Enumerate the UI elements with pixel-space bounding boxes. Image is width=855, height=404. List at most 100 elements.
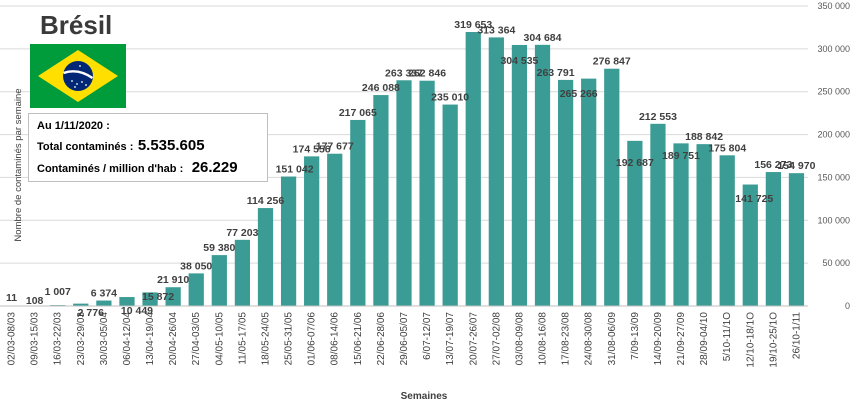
data-label: 304 684 xyxy=(524,32,562,44)
y-tick-label: 100 000 xyxy=(817,215,850,225)
x-tick-label: 19/10-25/1O xyxy=(768,312,779,368)
bar xyxy=(234,239,251,306)
bar xyxy=(119,297,135,306)
data-label: 1 007 xyxy=(45,286,71,298)
data-label: 304 535 xyxy=(500,55,538,67)
y-tick-label: 250 000 xyxy=(817,87,850,97)
data-label: 246 088 xyxy=(362,82,400,94)
bar xyxy=(581,78,597,306)
bar xyxy=(165,287,181,306)
y-tick-label: 150 000 xyxy=(817,172,850,182)
x-tick-label: 20/07-26/07 xyxy=(468,312,479,366)
bar xyxy=(719,155,735,306)
data-label: 235 010 xyxy=(431,92,469,104)
y-tick-label: 200 000 xyxy=(817,130,850,140)
bar xyxy=(396,80,412,307)
x-tick-label: 18/05-24/05 xyxy=(260,312,271,366)
data-label: 265 266 xyxy=(560,88,598,100)
y-axis-title: Nombre de contaminés par semaine xyxy=(13,88,24,241)
data-label: 59 380 xyxy=(203,242,235,254)
bar xyxy=(280,176,297,306)
x-tick-label: 14/09-20/09 xyxy=(653,312,664,366)
bar xyxy=(696,144,712,306)
info-total-row: Total contaminés : 5.535.605 xyxy=(37,137,205,155)
bar xyxy=(304,156,320,306)
y-tick-labels: 0 50 000 100 000 150 000 200 000 250 000 300 0… xyxy=(817,1,850,311)
data-label: 15 872 xyxy=(142,291,174,303)
data-label: 156 273 xyxy=(754,159,792,171)
bar xyxy=(350,119,366,307)
bar xyxy=(534,44,551,306)
bar xyxy=(788,173,805,306)
data-label: 154 970 xyxy=(777,160,815,172)
info-per-million-value: 26.229 xyxy=(191,159,238,176)
x-tick-label: 15/06-21/06 xyxy=(353,312,364,366)
x-tick-label: 08/06-14/06 xyxy=(330,312,341,366)
x-tick-label: 10/08-16/08 xyxy=(538,312,549,366)
info-per-million-row: Contaminés / million d'hab : 26.229 xyxy=(37,159,238,177)
x-tick-label: 11/05-17/05 xyxy=(237,312,248,365)
x-tick-label: 22/06-28/06 xyxy=(376,312,387,366)
x-tick-label: 29/06-05/07 xyxy=(399,312,410,366)
info-total-label: Total contaminés : xyxy=(37,141,134,153)
data-label: 2 776 xyxy=(78,307,104,319)
bar xyxy=(188,273,204,306)
data-label: 38 050 xyxy=(180,260,212,272)
bar xyxy=(465,32,481,306)
info-total-value: 5.535.605 xyxy=(137,137,205,154)
data-label: 262 846 xyxy=(408,68,446,80)
bar xyxy=(257,208,274,306)
data-label: 6 374 xyxy=(91,288,117,300)
data-label: 175 804 xyxy=(708,142,746,154)
bar xyxy=(488,37,504,307)
y-tick-label: 0 xyxy=(845,301,850,311)
x-tick-label: 24/08-30/08 xyxy=(584,312,595,366)
bar xyxy=(442,104,458,306)
x-tick-label: 30/03-05/04 xyxy=(99,312,110,366)
bar xyxy=(765,172,781,306)
bar xyxy=(419,80,435,306)
info-box: Au 1/11/2020 : Total contaminés : 5.535.… xyxy=(28,113,268,182)
x-tick-label: 5/10-11/1O xyxy=(722,312,733,362)
data-label: 319 653 xyxy=(454,19,492,31)
bars xyxy=(3,32,805,307)
info-date: Au 1/11/2020 : xyxy=(37,120,110,132)
x-tick-label: 27/04-03/05 xyxy=(191,312,202,366)
data-label: 151 042 xyxy=(276,164,314,176)
data-label: 276 847 xyxy=(593,56,631,68)
x-tick-label: 12/10-18/1O xyxy=(745,312,756,368)
data-label: 114 256 xyxy=(247,195,285,207)
data-label: 263 791 xyxy=(537,67,575,79)
y-tick-label: 300 000 xyxy=(817,44,850,54)
x-tick-label: 28/09-04/10 xyxy=(699,312,710,366)
bar xyxy=(557,79,574,306)
data-label: 11 xyxy=(6,292,17,304)
bar xyxy=(327,153,343,306)
data-label: 212 553 xyxy=(639,111,677,123)
x-tick-label: 06/04-12/04 xyxy=(122,312,133,366)
bar xyxy=(650,123,666,307)
country-title: Brésil xyxy=(40,10,113,40)
data-label: 21 910 xyxy=(157,274,189,286)
x-tick-label: 02/03-08/03 xyxy=(7,312,18,366)
data-label: 177 677 xyxy=(316,141,354,153)
data-label: 217 065 xyxy=(339,107,377,119)
x-tick-label: 17/08-23/08 xyxy=(561,312,572,366)
brazil-flag-icon xyxy=(30,44,126,108)
bar xyxy=(96,300,112,306)
bar xyxy=(604,68,620,306)
x-tick-label: 23/03-29/03 xyxy=(76,312,87,366)
bar xyxy=(627,140,643,306)
data-label: 192 687 xyxy=(616,157,654,169)
bar xyxy=(373,95,389,306)
data-label: 77 203 xyxy=(226,227,258,239)
x-tick-label: 09/03-15/03 xyxy=(30,312,41,366)
x-tick-label: 04/05-10/05 xyxy=(214,312,225,366)
info-per-million-label: Contaminés / million d'hab : xyxy=(37,163,184,175)
x-tick-label: 6/07-12/07 xyxy=(422,312,433,360)
x-tick-label: 20/04-26/04 xyxy=(168,312,179,366)
data-label: 188 842 xyxy=(685,131,723,143)
y-tick-label: 50 000 xyxy=(822,258,850,268)
